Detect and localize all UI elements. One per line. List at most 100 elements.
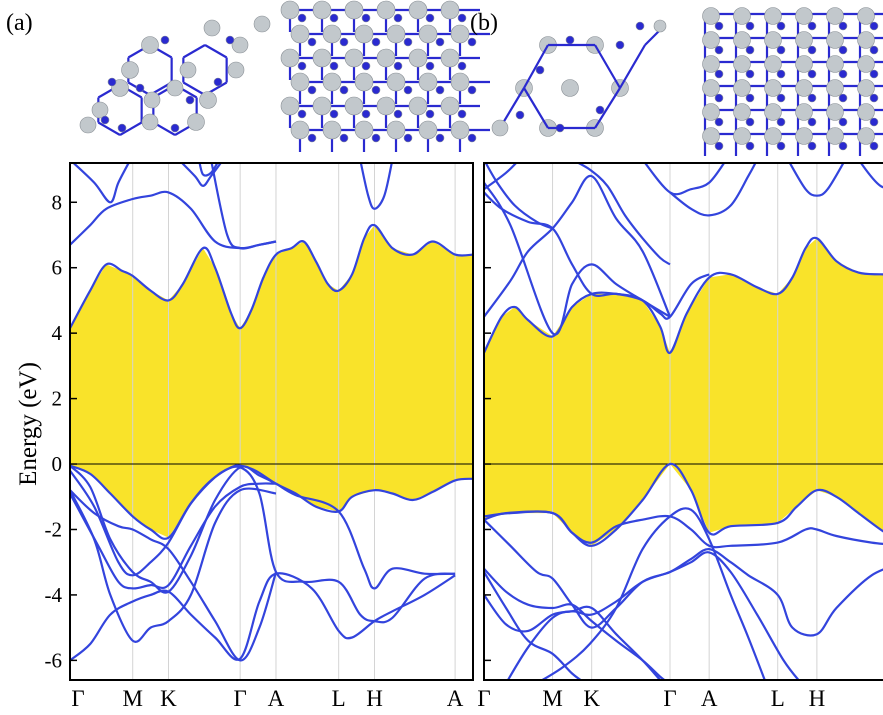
bond [644, 29, 661, 46]
y-tick-label: -4 [45, 583, 63, 607]
bond [182, 44, 206, 59]
large-atom [826, 7, 844, 25]
large-atom [376, 48, 396, 68]
large-atom [312, 96, 332, 116]
y-tick-label: -2 [45, 517, 63, 541]
large-atom [561, 79, 579, 97]
large-atom [408, 0, 428, 20]
small-atom [745, 141, 755, 151]
kpoint-label: L [771, 686, 785, 711]
small-atom [393, 61, 403, 71]
small-atom [135, 83, 145, 93]
band-line [540, 507, 766, 680]
panel-b-label: (b) [470, 10, 498, 36]
kpoint-label: M [122, 686, 142, 711]
small-atom [297, 109, 307, 119]
large-atom [826, 127, 844, 145]
small-atom [371, 133, 381, 143]
plot-frame [483, 162, 883, 681]
small-atom [117, 123, 127, 133]
small-atom [329, 61, 339, 71]
large-atom [322, 24, 342, 44]
large-atom [418, 120, 438, 140]
small-atom [776, 45, 786, 55]
large-atom [764, 103, 782, 121]
large-atom [386, 24, 406, 44]
small-atom [745, 21, 755, 31]
small-atom [457, 61, 467, 71]
large-atom [764, 127, 782, 145]
small-atom [435, 85, 445, 95]
large-atom [764, 31, 782, 49]
small-atom [403, 37, 413, 47]
band-line [70, 464, 456, 594]
y-tick-label: 0 [52, 452, 63, 476]
small-atom [435, 133, 445, 143]
large-atom [121, 61, 139, 79]
large-atom [141, 36, 159, 54]
band-line [198, 163, 219, 177]
band-line [669, 163, 757, 217]
large-atom [418, 24, 438, 44]
large-atom [79, 116, 97, 134]
large-atom [733, 103, 751, 121]
small-atom [107, 77, 117, 87]
band-line [484, 518, 883, 637]
small-atom [838, 69, 848, 79]
large-atom [143, 91, 161, 109]
small-atom [565, 35, 575, 45]
large-atom [386, 72, 406, 92]
small-atom [714, 141, 724, 151]
conduction-band-edge [70, 223, 473, 330]
small-atom [838, 141, 848, 151]
small-atom [225, 35, 235, 45]
small-atom [745, 69, 755, 79]
small-atom [838, 93, 848, 103]
band-line [484, 567, 667, 680]
band-line [70, 572, 456, 662]
kpoint-label: M [542, 686, 562, 711]
small-atom [714, 93, 724, 103]
large-atom [418, 72, 438, 92]
large-atom [857, 79, 875, 97]
small-atom [776, 93, 786, 103]
large-atom [702, 79, 720, 97]
small-atom [776, 21, 786, 31]
band-line [70, 482, 277, 590]
large-atom [322, 120, 342, 140]
bond [594, 87, 621, 129]
large-atom [491, 119, 509, 137]
band-line [484, 163, 553, 230]
large-atom [702, 127, 720, 145]
large-atom [795, 127, 813, 145]
band-gap-fill [70, 225, 473, 538]
small-atom [535, 65, 545, 75]
small-atom [838, 117, 848, 127]
small-atom [745, 93, 755, 103]
small-atom [307, 85, 317, 95]
large-atom [354, 24, 374, 44]
large-atom [733, 31, 751, 49]
large-atom [280, 0, 300, 20]
large-atom [290, 24, 310, 44]
large-atom [795, 55, 813, 73]
small-atom [745, 45, 755, 55]
small-atom [869, 21, 879, 31]
small-atom [714, 45, 724, 55]
large-atom [857, 127, 875, 145]
band-line [484, 191, 710, 320]
panel-0-content [70, 163, 473, 680]
kpoint-label: A [268, 686, 285, 711]
small-atom [869, 69, 879, 79]
large-atom [733, 55, 751, 73]
large-atom [344, 48, 364, 68]
large-atom [857, 55, 875, 73]
large-atom [857, 7, 875, 25]
large-atom [795, 103, 813, 121]
bond [594, 44, 621, 89]
large-atom [312, 48, 332, 68]
panel-1-content [484, 163, 883, 680]
kpoint-label: K [583, 686, 600, 711]
